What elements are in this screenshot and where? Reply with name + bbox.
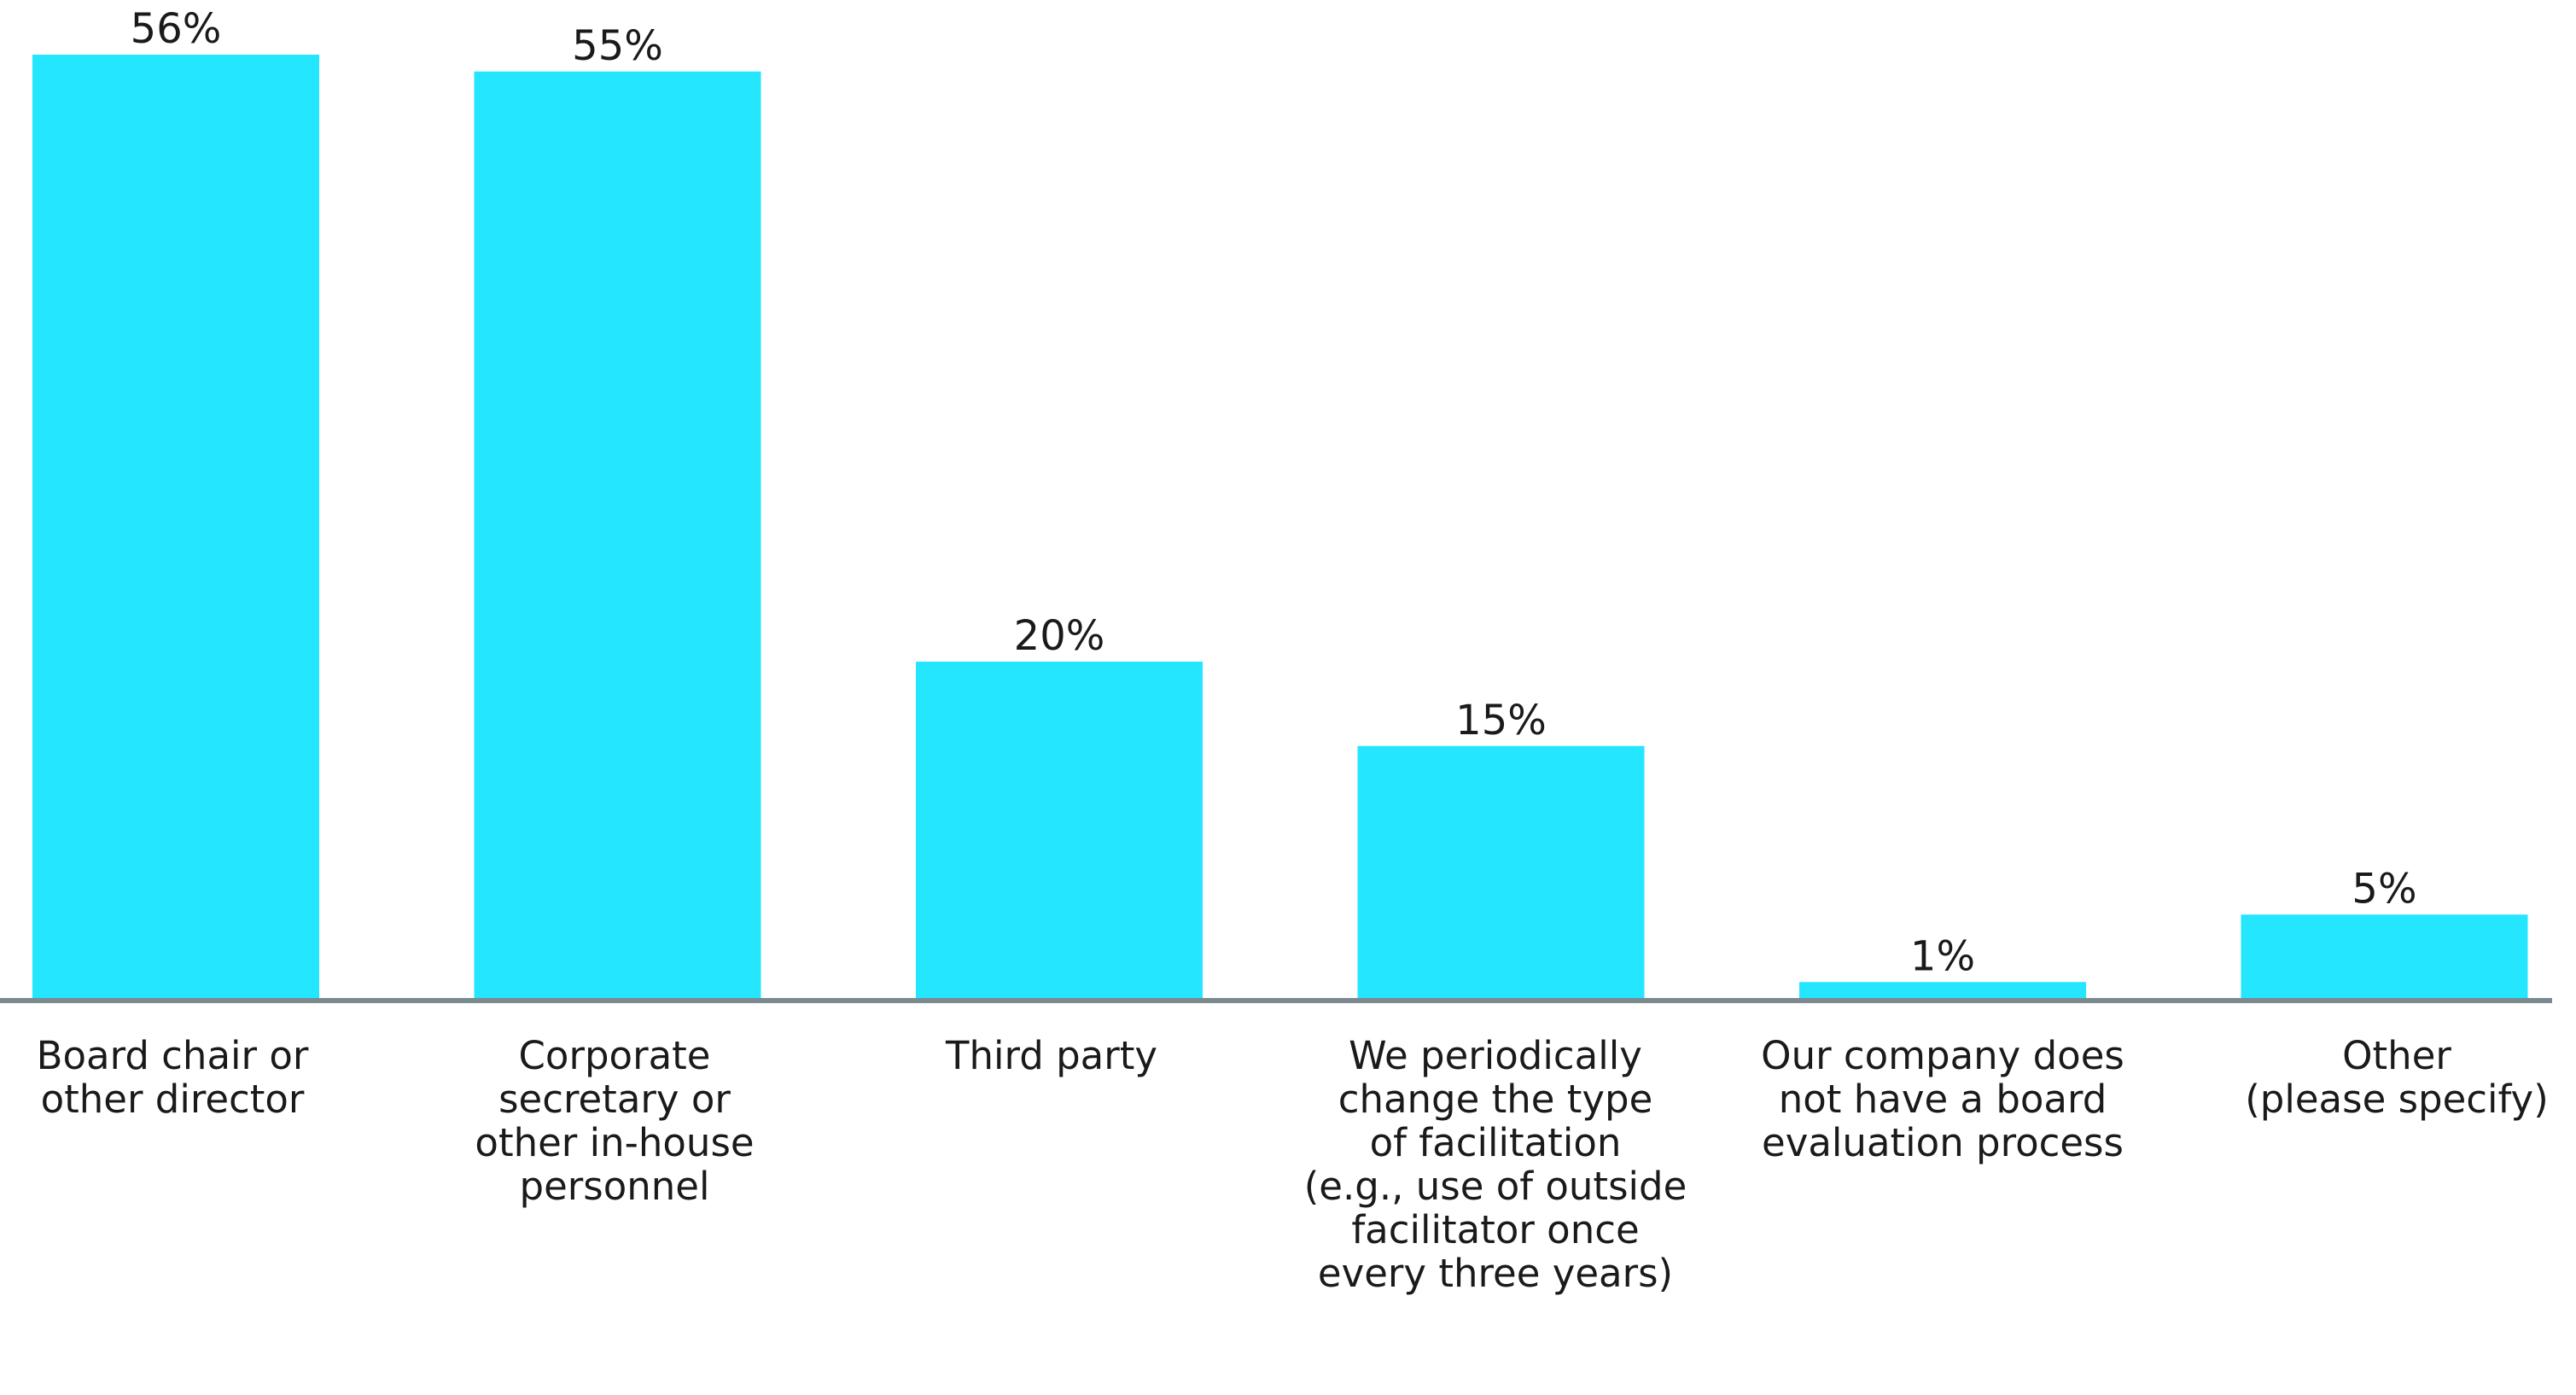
category-label-line: personnel: [520, 1164, 710, 1209]
category-label-line: Our company does: [1761, 1033, 2124, 1078]
value-label-1: 56%: [131, 5, 222, 53]
category-label-line: Board chair or: [37, 1033, 309, 1078]
bar-4: [1357, 745, 1645, 999]
category-labels-group: Board chair or other director Corporate sec…: [37, 1033, 2549, 1296]
category-label-line: change the type: [1338, 1077, 1653, 1122]
category-label-line: Other: [2342, 1033, 2451, 1078]
bar-5: [1799, 982, 2086, 999]
bar-3: [916, 662, 1203, 999]
category-label-line: of facilitation: [1370, 1120, 1622, 1165]
category-label-line: not have a board: [1779, 1077, 2107, 1122]
category-label-line: We periodically: [1349, 1033, 1642, 1078]
value-label-6: 5%: [2352, 865, 2416, 913]
value-labels-group: 56% 55% 20% 15% 1% 5%: [131, 5, 2417, 980]
category-label-5: Our company does not have a board evaluati…: [1761, 1033, 2124, 1165]
category-label-1: Board chair or other director: [37, 1033, 309, 1122]
bars-group: [32, 55, 2528, 999]
category-label-line: evaluation process: [1762, 1120, 2124, 1165]
category-label-line: every three years): [1318, 1251, 1673, 1296]
value-label-2: 55%: [572, 22, 663, 70]
category-label-line: other director: [41, 1077, 305, 1122]
category-label-line: Corporate: [519, 1033, 711, 1078]
bar-1: [32, 55, 319, 999]
category-label-line: (e.g., use of outside: [1304, 1164, 1687, 1209]
category-label-6: Other (please specify): [2245, 1033, 2549, 1122]
category-label-line: Third party: [945, 1033, 1157, 1078]
bar-2: [474, 71, 761, 999]
bar-6: [2241, 914, 2528, 999]
category-label-line: other in-house: [475, 1120, 754, 1165]
value-label-4: 15%: [1455, 697, 1547, 744]
category-label-3: Third party: [945, 1033, 1157, 1078]
category-label-line: facilitator once: [1351, 1207, 1639, 1252]
category-label-4: We periodically change the type of facilit…: [1304, 1033, 1687, 1296]
value-label-5: 1%: [1910, 932, 1975, 980]
value-label-3: 20%: [1014, 612, 1105, 660]
category-label-line: secretary or: [498, 1077, 731, 1122]
category-label-2: Corporate secretary or other in-house perso…: [475, 1033, 754, 1209]
category-label-line: (please specify): [2245, 1077, 2549, 1122]
